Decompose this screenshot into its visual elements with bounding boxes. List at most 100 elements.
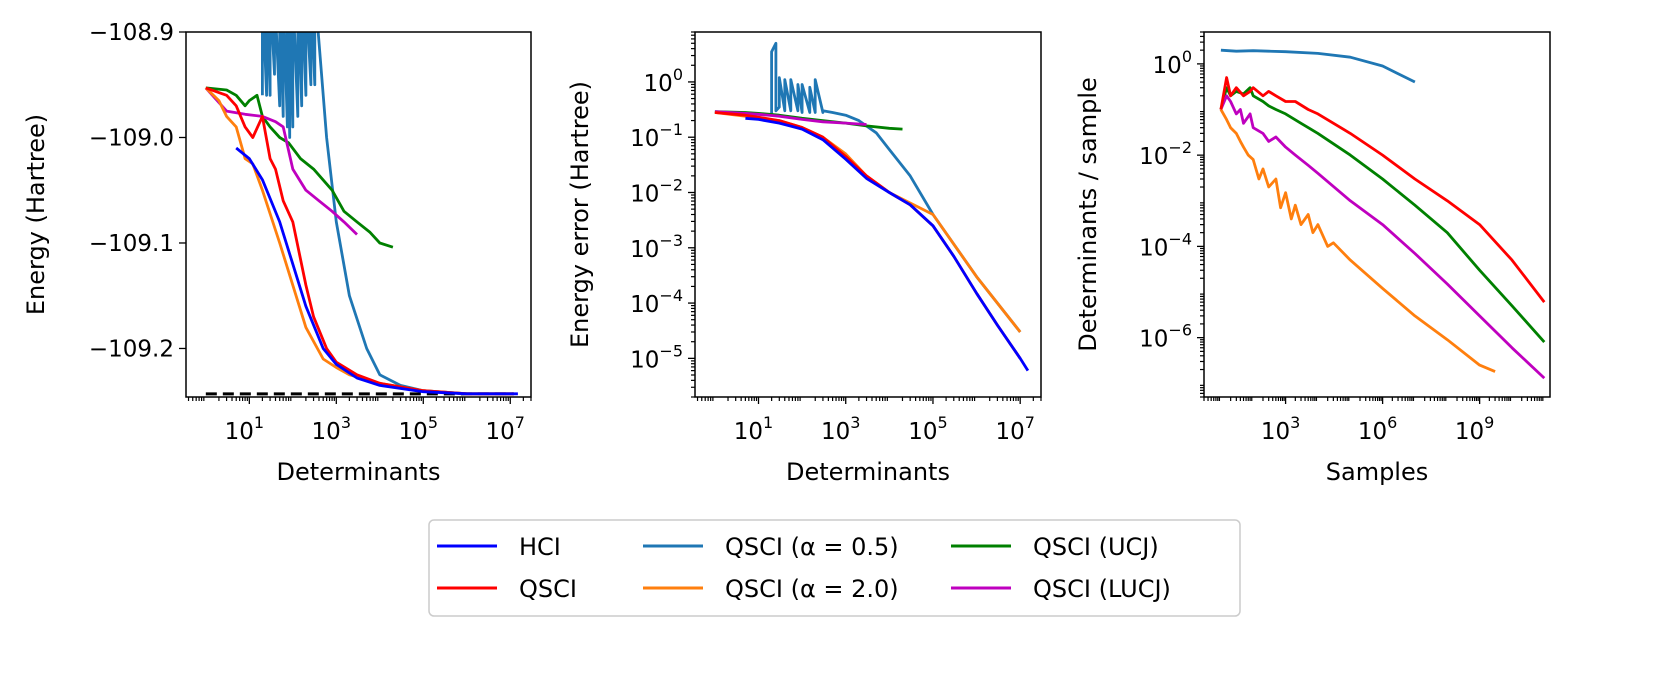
- x-tick-label-base: 10: [908, 419, 937, 445]
- x-tick-label-base: 10: [1358, 419, 1387, 445]
- legend: HCI QSCI QSCI (α = 0.5) QSCI (α = 2.0) QSCI …: [428, 519, 1241, 617]
- series-line-HCI: [745, 116, 1030, 372]
- y-tick-label: −109.1: [89, 231, 174, 257]
- y-tick-label-exp: −1: [659, 120, 683, 139]
- y-tick-label-base: 10: [630, 126, 659, 152]
- y-axis-label: Determinants / sample: [1074, 77, 1102, 352]
- y-tick-label-base: 10: [630, 347, 659, 373]
- y-tick-label: 10−3: [630, 231, 683, 263]
- y-tick-label-exp: −2: [1168, 138, 1192, 157]
- y-tick-label: −109.0: [89, 125, 174, 151]
- y-axis-label: Energy error (Hartree): [566, 81, 594, 348]
- y-tick-label: −109.2: [89, 336, 174, 362]
- legend-label-QSCI_LUCJ: QSCI (LUCJ): [1033, 575, 1171, 603]
- x-tick-label-exp: 6: [1387, 413, 1397, 432]
- y-tick-label-base: 10: [630, 181, 659, 207]
- series-group: [714, 41, 1030, 372]
- x-tick-label-exp: 9: [1484, 413, 1494, 432]
- x-axis-label: Samples: [1326, 458, 1429, 486]
- x-tick-label-exp: 3: [341, 413, 351, 432]
- y-tick-label-exp: −4: [1168, 229, 1192, 248]
- x-tick-label-exp: 1: [254, 413, 264, 432]
- series-line-QSCI_LUCJ: [1219, 94, 1546, 380]
- y-axis-label: Energy (Hartree): [22, 114, 50, 315]
- x-tick-label-base: 10: [821, 419, 850, 445]
- x-tick-label-exp: 5: [938, 413, 948, 432]
- series-line-QSCI_UCJ: [205, 86, 394, 249]
- x-tick-label-base: 10: [1261, 419, 1290, 445]
- y-tick-label-base: 10: [1153, 53, 1182, 79]
- x-axis-label: Determinants: [786, 458, 950, 486]
- y-tick-label: 10−2: [630, 175, 683, 207]
- y-tick-label: 10−4: [1139, 229, 1192, 261]
- x-tick-label-exp: 3: [850, 413, 860, 432]
- y-tick-label-base: 10: [630, 237, 659, 263]
- series-line-QSCI_LUCJ: [714, 110, 867, 126]
- x-tick-label: 103: [1261, 413, 1300, 445]
- y-tick-label: 100: [1153, 47, 1192, 79]
- x-tick-label-exp: 3: [1290, 413, 1300, 432]
- y-tick-label-exp: −4: [659, 286, 683, 305]
- x-tick-label-base: 10: [995, 419, 1024, 445]
- x-tick-label: 106: [1358, 413, 1397, 445]
- series-line-QSCI_UCJ: [1219, 86, 1546, 344]
- y-tick-label-base: 10: [1139, 235, 1168, 261]
- x-tick-label-exp: 7: [515, 413, 525, 432]
- series-line-QSCI: [1219, 76, 1546, 303]
- x-tick-label-base: 10: [312, 419, 341, 445]
- legend-label-QSCI: QSCI: [519, 575, 577, 603]
- y-tick-label-exp: −3: [659, 231, 683, 250]
- axes-frame: [1203, 31, 1551, 398]
- y-tick-label-base: 10: [1139, 327, 1168, 353]
- x-tick-label-exp: 1: [763, 413, 773, 432]
- series-line-QSCI_a20: [204, 86, 514, 396]
- x-tick-label: 103: [312, 413, 351, 445]
- x-tick-label-base: 10: [1455, 419, 1484, 445]
- axes-frame: [694, 31, 1042, 398]
- y-tick-label: 10−4: [630, 286, 683, 318]
- y-tick-label: 10−6: [1139, 321, 1192, 353]
- y-tick-label-exp: 0: [1182, 47, 1192, 66]
- x-tick-label-exp: 5: [428, 413, 438, 432]
- series-line-QSCI_a20: [714, 111, 1022, 333]
- y-tick-label: 10−1: [630, 120, 683, 152]
- y-tick-label-base: 10: [630, 292, 659, 318]
- x-tick-label-exp: 7: [1025, 413, 1035, 432]
- x-tick-label-base: 10: [486, 419, 515, 445]
- y-tick-label: 10−5: [630, 341, 683, 373]
- x-tick-label-base: 10: [399, 419, 428, 445]
- series-line-QSCI_LUCJ: [204, 86, 358, 236]
- y-tick-label-exp: −6: [1168, 321, 1192, 340]
- x-tick-label: 107: [995, 413, 1034, 445]
- legend-label-QSCI_UCJ: QSCI (UCJ): [1033, 533, 1159, 561]
- y-tick-label: 100: [644, 65, 683, 97]
- y-tick-label-exp: 0: [673, 65, 683, 84]
- series-line-QSCI_a05: [714, 41, 1022, 333]
- legend-box: [428, 519, 1241, 617]
- panel-3: 103 106 10910010−210−410−6SamplesDetermina…: [1074, 31, 1551, 486]
- x-tick-label: 109: [1455, 413, 1494, 445]
- axes-frame: [185, 31, 532, 398]
- y-tick-label-exp: −2: [659, 175, 683, 194]
- x-tick-label: 103: [821, 413, 860, 445]
- panel-2: 101 103 105 10710010−110−210−310−410−5Deter…: [566, 31, 1042, 486]
- legend-label-QSCI_a20: QSCI (α = 2.0): [725, 575, 899, 603]
- x-tick-label: 107: [486, 413, 525, 445]
- legend-label-QSCI_a05: QSCI (α = 0.5): [725, 533, 899, 561]
- y-tick-label-base: 10: [1139, 144, 1168, 170]
- y-tick-label: 10−2: [1139, 138, 1192, 170]
- x-tick-label: 101: [225, 413, 264, 445]
- y-tick-label-exp: −5: [659, 341, 683, 360]
- series-line-QSCI: [205, 86, 514, 396]
- series-group: [1219, 48, 1546, 380]
- y-tick-label: −108.9: [89, 20, 174, 46]
- series-line-QSCI_a05: [1220, 48, 1416, 84]
- x-tick-label: 105: [399, 413, 438, 445]
- legend-label-HCI: HCI: [519, 533, 561, 561]
- x-axis-label: Determinants: [277, 458, 441, 486]
- x-tick-label-base: 10: [225, 419, 254, 445]
- series-group: [204, 32, 518, 396]
- x-tick-label: 105: [908, 413, 947, 445]
- x-tick-label-base: 10: [734, 419, 763, 445]
